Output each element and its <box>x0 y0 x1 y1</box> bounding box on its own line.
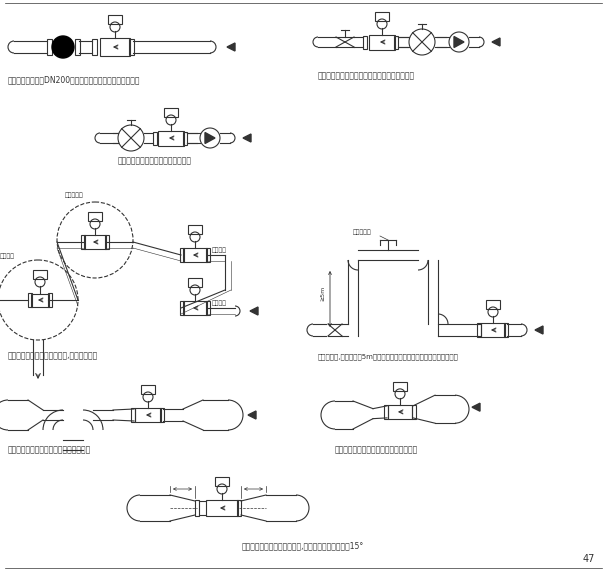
Bar <box>105 235 109 249</box>
Polygon shape <box>243 134 251 142</box>
Bar <box>129 39 134 55</box>
Bar <box>206 248 210 262</box>
Text: 為防止真空,落差管超過5m長時要在流量計下流最高位置上裝自動排氣閥: 為防止真空,落差管超過5m長時要在流量計下流最高位置上裝自動排氣閥 <box>318 353 459 360</box>
Circle shape <box>52 36 74 58</box>
Bar <box>481 323 505 337</box>
Text: 最佳位置: 最佳位置 <box>212 248 227 253</box>
Bar <box>131 408 135 422</box>
Bar <box>180 301 184 315</box>
Text: 敞口灌入或排放流量計安裝在管道低段區: 敞口灌入或排放流量計安裝在管道低段區 <box>8 445 91 454</box>
Bar <box>158 130 184 145</box>
Text: 長管線上控制閥和切斷閥要安裝在流量計的下游: 長管線上控制閥和切斷閥要安裝在流量計的下游 <box>318 71 415 80</box>
Bar <box>195 500 199 516</box>
Bar <box>81 235 85 249</box>
Bar <box>183 248 207 262</box>
Text: 向下管道: 向下管道 <box>0 253 15 259</box>
Text: 為避免夾附氣體引起測量誤差,流量計的安裝: 為避免夾附氣體引起測量誤差,流量計的安裝 <box>8 351 98 360</box>
Bar <box>28 293 32 307</box>
Polygon shape <box>227 43 235 51</box>
Polygon shape <box>492 38 500 46</box>
Bar <box>75 39 80 55</box>
Bar <box>206 500 238 516</box>
Bar <box>31 293 49 307</box>
Bar <box>237 500 241 516</box>
Text: 流量計上下游管道為異經管時,異經管中心錐角應小于15°: 流量計上下游管道為異經管時,異經管中心錐角應小于15° <box>242 541 364 550</box>
Text: 管道最高點: 管道最高點 <box>65 192 84 198</box>
Bar <box>477 323 481 337</box>
Polygon shape <box>535 326 543 334</box>
Text: ≥5m: ≥5m <box>320 286 325 301</box>
Polygon shape <box>472 403 480 411</box>
Text: 自動排氣孔: 自動排氣孔 <box>353 229 371 235</box>
Bar <box>384 405 388 419</box>
Text: 在大口徑流量計（DN200以上）安裝管線上要加接彈性管件: 在大口徑流量計（DN200以上）安裝管線上要加接彈性管件 <box>8 75 140 84</box>
Bar <box>394 35 398 49</box>
Polygon shape <box>248 411 256 419</box>
Polygon shape <box>454 37 464 47</box>
Bar <box>100 38 130 56</box>
Bar <box>108 15 122 24</box>
Bar <box>180 248 184 262</box>
Bar <box>160 408 164 422</box>
Bar <box>141 385 155 394</box>
Bar <box>47 39 52 55</box>
Bar <box>188 225 202 234</box>
Bar <box>375 12 389 21</box>
Text: 47: 47 <box>583 554 595 564</box>
Bar <box>369 34 395 50</box>
Bar <box>393 382 407 391</box>
Bar <box>135 408 161 422</box>
Bar <box>164 108 178 117</box>
Bar <box>183 132 187 145</box>
Bar <box>153 132 157 145</box>
Text: 水平管道流量計安裝在稍稍向上的管道區: 水平管道流量計安裝在稍稍向上的管道區 <box>335 445 418 454</box>
Bar <box>48 293 52 307</box>
Bar <box>412 405 416 419</box>
Bar <box>388 405 412 419</box>
Bar <box>215 477 229 486</box>
Polygon shape <box>250 307 258 315</box>
Bar <box>92 39 97 55</box>
Bar <box>363 35 367 49</box>
Polygon shape <box>205 133 215 144</box>
Bar <box>88 212 102 221</box>
Bar <box>188 278 202 287</box>
Bar <box>183 301 207 315</box>
Bar <box>486 300 500 309</box>
Text: 合理位置: 合理位置 <box>212 300 227 306</box>
Bar <box>504 323 508 337</box>
Bar <box>84 235 106 249</box>
Bar <box>33 270 47 279</box>
Bar <box>206 301 210 315</box>
Text: 為防止真空，流量計應裝在泵的后面: 為防止真空，流量計應裝在泵的后面 <box>118 156 192 165</box>
